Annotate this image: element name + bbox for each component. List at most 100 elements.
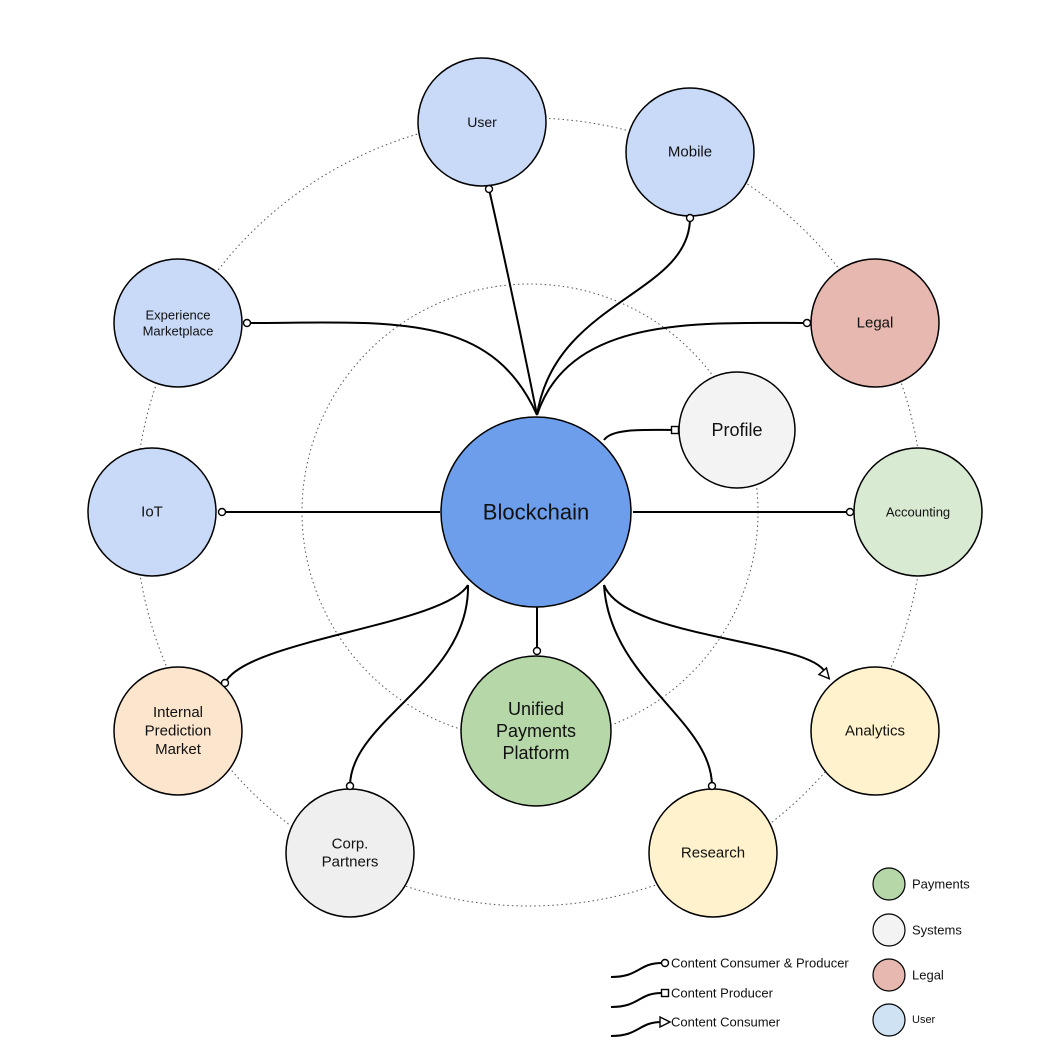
endpoint-marker: [845, 507, 855, 517]
legend-color-user: User: [872, 1003, 936, 1037]
node-label: Mobile: [668, 144, 712, 161]
endpoint-legal: [802, 318, 812, 328]
legend-color-legal: Legal: [872, 958, 944, 992]
edge-user: [488, 188, 538, 416]
legend-line-sample: [610, 1021, 663, 1037]
legend-line-label: Content Producer: [671, 986, 774, 1001]
legend-line-producer: Content Producer: [610, 986, 774, 1008]
legend-color-label: Systems: [912, 923, 962, 938]
legend-line-marker: [660, 958, 670, 968]
endpoint-accounting: [845, 507, 855, 517]
legend-color-label: Payments: [912, 877, 970, 892]
endpoint-research: [707, 781, 717, 791]
node-mobile: Mobile: [625, 87, 755, 217]
node-label: Prediction: [145, 723, 212, 740]
node-label: Research: [681, 845, 745, 862]
node-label: Internal: [153, 704, 203, 721]
endpoint-marker: [217, 507, 227, 517]
legend-line-label: Content Consumer: [671, 1015, 781, 1030]
legend-line-marker: [660, 988, 670, 998]
node-label: Analytics: [845, 723, 905, 740]
edge-corp-partners: [349, 584, 470, 787]
node-circle: [113, 666, 243, 796]
endpoint-marker: [817, 666, 831, 680]
node-label: Blockchain: [483, 500, 589, 525]
endpoint-internal-prediction-market: [220, 678, 230, 688]
edge-legal: [536, 321, 808, 416]
legend-color-label: Legal: [912, 968, 944, 983]
legend-color-systems: Systems: [872, 913, 962, 947]
endpoint-marker: [242, 318, 252, 328]
edge-experience-marketplace: [246, 321, 538, 416]
legend-color-payments: Payments: [872, 867, 970, 901]
legend-swatch: [872, 1003, 906, 1037]
node-blockchain: Blockchain: [440, 416, 632, 608]
node-label: Profile: [711, 420, 762, 440]
endpoint-user: [484, 184, 494, 194]
endpoint-analytics: [817, 666, 831, 680]
nodes: BlockchainUserMobileLegalExperienceMarke…: [87, 57, 983, 918]
node-label: Experience: [145, 308, 210, 323]
node-profile: Profile: [678, 371, 796, 489]
legend-line-consumer: Content Consumer: [610, 1015, 781, 1037]
node-corp-partners: Corp. Partners: [285, 788, 415, 918]
node-label: Partners: [322, 854, 379, 871]
node-label: IoT: [141, 504, 163, 521]
endpoint-marker: [685, 213, 695, 223]
endpoint-experience-marketplace: [242, 318, 252, 328]
node-circle: [440, 416, 632, 608]
legend-line-label: Content Consumer & Producer: [671, 956, 849, 971]
edge-analytics: [603, 584, 827, 676]
node-accounting: Accounting: [853, 447, 983, 577]
legend-line-consumer-producer: Content Consumer & Producer: [610, 956, 849, 978]
endpoint-iot: [217, 507, 227, 517]
edge-profile: [603, 428, 676, 441]
endpoint-marker: [707, 781, 717, 791]
node-label: Platform: [502, 743, 569, 763]
node-label: User: [467, 114, 497, 130]
endpoint-marker: [532, 646, 542, 656]
node-iot: IoT: [87, 447, 217, 577]
endpoint-mobile: [685, 213, 695, 223]
edge-mobile: [536, 217, 691, 416]
legend-color-label: User: [912, 1014, 936, 1026]
legend-swatch: [872, 913, 906, 947]
node-label: Payments: [496, 721, 576, 741]
connections: [222, 188, 850, 787]
endpoint-marker: [345, 781, 355, 791]
node-label: Unified: [508, 699, 564, 719]
node-label: Marketplace: [143, 323, 214, 338]
node-user: User: [417, 57, 547, 187]
node-circle: [113, 258, 243, 388]
node-circle: [87, 447, 217, 577]
node-research: Research: [648, 788, 778, 918]
legend-swatch: [872, 867, 906, 901]
endpoint-marker: [670, 425, 680, 435]
legend-swatch: [872, 958, 906, 992]
node-circle: [810, 666, 940, 796]
node-circle: [417, 57, 547, 187]
node-label: Market: [155, 741, 202, 758]
endpoint-marker: [484, 184, 494, 194]
node-label: Corp.: [332, 835, 369, 852]
node-analytics: Analytics: [810, 666, 940, 796]
endpoint-profile: [670, 425, 680, 435]
endpoint-marker: [220, 678, 230, 688]
legend: Content Consumer & Producer Content Produ…: [610, 867, 970, 1037]
node-legal: Legal: [810, 258, 940, 388]
endpoint-corp-partners: [345, 781, 355, 791]
node-circle: [460, 655, 612, 807]
node-label: Legal: [857, 315, 894, 332]
edge-internal-prediction-market: [224, 584, 469, 684]
edge-research: [603, 584, 713, 787]
legend-line-sample: [610, 992, 663, 1008]
endpoint-marker: [802, 318, 812, 328]
node-label: Accounting: [886, 505, 950, 520]
endpoint-unified-payments-platform: [532, 646, 542, 656]
legend-line-marker: [659, 1015, 672, 1029]
legend-line-sample: [610, 962, 663, 978]
